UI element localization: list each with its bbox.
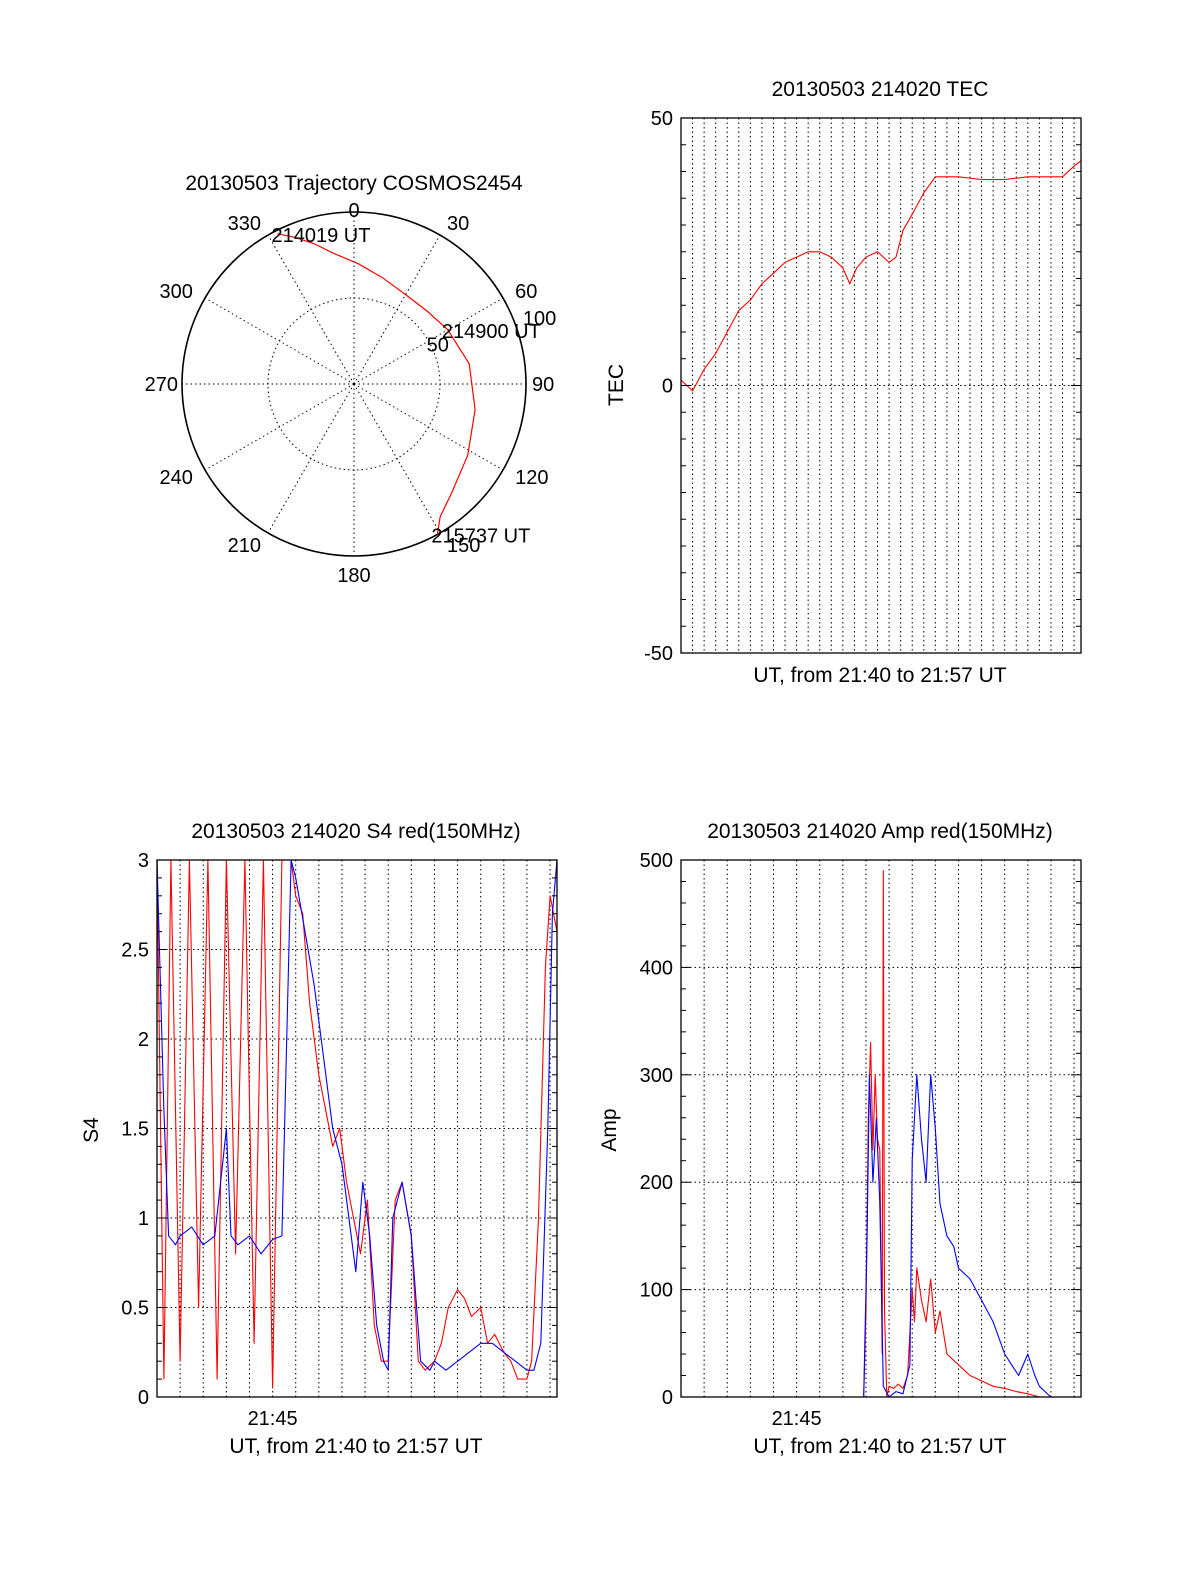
polar-spoke-240 [204, 383, 355, 471]
polar-angle-label-180: 180 [337, 565, 370, 587]
s4-axes: 0 0.5 1 1.5 2 2.5 3 21:45 [121, 850, 558, 1430]
polar-angle-label-0: 0 [348, 200, 359, 222]
amp-ytick-label: 300 [640, 1065, 673, 1087]
polar-angle-label-60: 60 [515, 281, 537, 303]
polar-angle-label-90: 90 [532, 374, 554, 396]
tec-ytick-label: 50 [651, 108, 673, 130]
polar-spoke-330 [267, 234, 355, 385]
s4-ytick-label: 0 [138, 1387, 149, 1409]
polar-title: 20130503 Trajectory COSMOS2454 [185, 172, 523, 195]
amp-xlabel: UT, from 21:40 to 21:57 UT [753, 1435, 1006, 1458]
polar-marks [277, 233, 476, 535]
s4-grid [157, 860, 557, 1397]
s4-ytick-label: 3 [138, 850, 149, 872]
amp-plot-frame [680, 859, 1082, 1398]
tec-plot-frame [680, 117, 1082, 654]
amp-grid [681, 860, 1081, 1397]
amp-ytick-label: 100 [640, 1280, 673, 1302]
polar-labels: 0 30 60 90 120 150 180 210 240 270 300 330 50 100 2140… [145, 200, 557, 587]
polar-angle-label-330: 330 [228, 213, 261, 235]
polar-angle-label-120: 120 [515, 467, 548, 489]
polar-spoke-60 [353, 297, 504, 385]
amp-ytick-label: 200 [640, 1172, 673, 1194]
tec-axes: -50 0 50 [644, 108, 1082, 665]
amp-axes: 0 100 200 300 400 500 21:45 [640, 850, 1082, 1430]
polar-radial-label-100: 100 [523, 308, 556, 330]
s4-xtick-label: 21:45 [248, 1408, 298, 1430]
tec-chart: 20130503 214020 TEC UT, from 21:40 to 21… [605, 78, 1082, 687]
amp-chart: 20130503 214020 Amp red(150MHz) UT, from… [598, 820, 1082, 1458]
amp-ytick-label: 500 [640, 850, 673, 872]
s4-xlabel: UT, from 21:40 to 21:57 UT [229, 1435, 482, 1458]
s4-series-s4-red [156, 859, 558, 1389]
polar-annotation-2: 214900 UT [442, 321, 541, 343]
amp-ytick-label: 400 [640, 957, 673, 979]
tec-ylabel: TEC [605, 364, 628, 406]
s4-ytick-label: 2 [138, 1029, 149, 1051]
tec-title: 20130503 214020 TEC [772, 78, 989, 101]
polar-radial-label-50: 50 [427, 334, 449, 356]
polar-angle-label-210: 210 [228, 535, 261, 557]
polar-grid [181, 211, 527, 557]
tec-marks [680, 160, 1082, 392]
amp-marks [681, 870, 1081, 1398]
s4-marks [156, 859, 558, 1389]
polar-trajectory-chart: 20130503 Trajectory COSMOS2454 0 30 60 90 12… [145, 172, 557, 587]
amp-ytick-label: 0 [662, 1387, 673, 1409]
tec-series-tec [680, 160, 1082, 392]
s4-ytick-label: 1.5 [121, 1119, 149, 1141]
s4-ylabel: S4 [80, 1117, 103, 1143]
polar-annotation-3: 215737 UT [431, 525, 530, 547]
polar-angle-label-270: 270 [145, 374, 178, 396]
s4-plot-frame [156, 859, 558, 1398]
polar-trajectory-line [277, 233, 476, 535]
polar-spoke-120 [353, 383, 504, 471]
tec-xlabel: UT, from 21:40 to 21:57 UT [753, 664, 1006, 687]
amp-series-amp-red [681, 870, 1081, 1398]
polar-angle-label-150: 150 [447, 535, 480, 557]
s4-ytick-label: 0.5 [121, 1298, 149, 1320]
polar-angle-label-240: 240 [160, 467, 193, 489]
amp-title: 20130503 214020 Amp red(150MHz) [707, 820, 1053, 843]
polar-annotation-1: 214019 UT [271, 225, 370, 247]
s4-series-s4-blue [156, 859, 558, 1371]
polar-spoke-30 [353, 234, 441, 385]
polar-angle-label-30: 30 [447, 213, 469, 235]
polar-spoke-210 [267, 383, 355, 534]
s4-title: 20130503 214020 S4 red(150MHz) [191, 820, 520, 843]
tec-ytick-label: -50 [644, 643, 673, 665]
amp-series-amp-blue [681, 1074, 1081, 1398]
s4-chart: 20130503 214020 S4 red(150MHz) UT, from … [80, 820, 558, 1458]
amp-ylabel: Amp [598, 1108, 621, 1151]
tec-grid [681, 118, 1081, 653]
s4-ytick-label: 2.5 [121, 940, 149, 962]
polar-spoke-150 [353, 383, 441, 534]
s4-ytick-label: 1 [138, 1208, 149, 1230]
amp-xtick-label: 21:45 [772, 1408, 822, 1430]
polar-spoke-300 [204, 297, 355, 385]
tec-ytick-label: 0 [662, 376, 673, 398]
polar-angle-label-300: 300 [160, 281, 193, 303]
